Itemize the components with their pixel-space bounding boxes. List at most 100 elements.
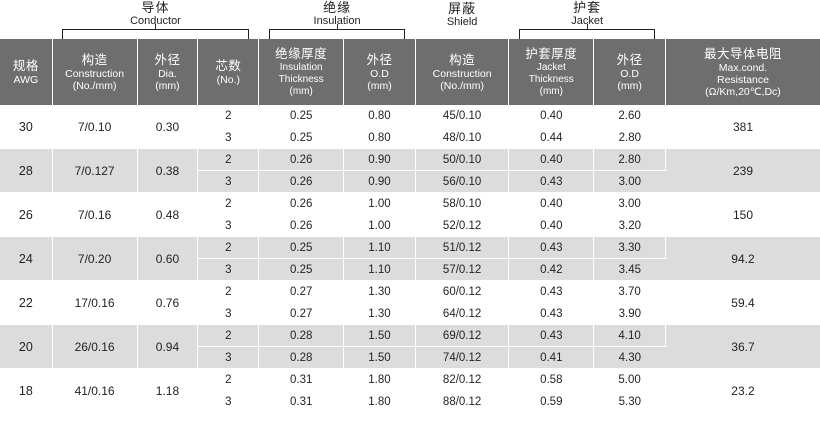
column-header-en: AWG xyxy=(13,73,39,86)
cell-insulation-od: 1.50 xyxy=(343,346,416,369)
column-header-unit: (mm) xyxy=(539,85,563,97)
cell-conductor-dia: 0.94 xyxy=(137,324,199,369)
cell-conductor-construction: 7/0.16 xyxy=(52,192,138,237)
cell-insulation-thickness: 0.27 xyxy=(258,280,345,303)
column-header-en: Insulation xyxy=(279,61,323,73)
cell-shield-construction: 82/0.12 xyxy=(415,368,510,391)
cell-awg: 18 xyxy=(0,368,53,413)
cell-jacket-thickness: 0.40 xyxy=(508,214,595,237)
cell-jacket-thickness: 0.43 xyxy=(508,280,595,303)
cell-cores: 3 xyxy=(197,346,260,369)
table-row: 26 7/0.16 0.48 2 0.26 1.00 58/0.10 0.40 3.00 150 xyxy=(0,192,820,237)
table-row: 3 0.25 1.10 57/0.12 0.42 3.45 xyxy=(0,258,820,281)
table-row: 3 0.31 1.80 88/0.12 0.59 5.30 xyxy=(0,390,820,413)
column-header-en: Dia. xyxy=(158,67,177,80)
group-bracket xyxy=(62,24,249,39)
column-header-insulation-thickness: 绝缘厚度 Insulation Thickness (mm) xyxy=(258,39,345,105)
column-header-unit: (mm) xyxy=(617,79,642,92)
cell-jacket-thickness: 0.44 xyxy=(508,126,595,149)
cell-max-resistance: 36.7 xyxy=(665,324,820,369)
cell-jacket-thickness: 0.43 xyxy=(508,302,595,325)
cell-max-resistance: 381 xyxy=(665,105,820,149)
cell-conductor-construction: 26/0.16 xyxy=(52,324,138,369)
cell-jacket-thickness: 0.58 xyxy=(508,368,595,391)
column-header-cn: 构造 xyxy=(81,52,108,67)
group-label-en: Conductor xyxy=(130,15,181,27)
cell-shield-construction: 57/0.12 xyxy=(415,258,510,281)
cell-max-resistance: 23.2 xyxy=(665,368,820,413)
cell-awg: 24 xyxy=(0,236,53,281)
table-row: 3 0.26 1.00 52/0.12 0.40 3.20 xyxy=(0,214,820,237)
cell-shield-construction: 64/0.12 xyxy=(415,302,510,325)
cell-cores: 3 xyxy=(197,214,260,237)
cell-max-resistance: 94.2 xyxy=(665,236,820,281)
cell-jacket-thickness: 0.41 xyxy=(508,346,595,369)
cell-cores: 2 xyxy=(197,105,260,127)
column-header-unit: (No.) xyxy=(216,73,240,86)
cell-awg: 26 xyxy=(0,192,53,237)
cell-jacket-thickness: 0.42 xyxy=(508,258,595,281)
cell-shield-construction: 58/0.10 xyxy=(415,192,510,215)
cell-jacket-thickness: 0.40 xyxy=(508,192,595,215)
column-header-unit: (mm) xyxy=(367,79,392,92)
column-header-cores: 芯数 (No.) xyxy=(197,39,260,105)
cell-conductor-construction: 7/0.127 xyxy=(52,148,138,193)
column-header-cn: 芯数 xyxy=(215,58,242,73)
column-header-jacket-od: 外径 O.D (mm) xyxy=(593,39,666,105)
cell-jacket-od: 3.90 xyxy=(593,302,666,325)
column-header-unit: (No./mm) xyxy=(72,79,117,92)
column-header-cn: 构造 xyxy=(449,52,476,67)
cell-insulation-thickness: 0.28 xyxy=(258,346,345,369)
cell-insulation-od: 1.30 xyxy=(343,302,416,325)
cell-insulation-thickness: 0.26 xyxy=(258,192,345,215)
column-header-conductor-construction: 构造 Construction (No./mm) xyxy=(52,39,138,105)
column-header-jacket-thickness: 护套厚度 Jacket Thickness (mm) xyxy=(508,39,595,105)
column-header-cn: 最大导体电阻 xyxy=(703,46,782,61)
table-row: 3 0.27 1.30 64/0.12 0.43 3.90 xyxy=(0,302,820,325)
cell-insulation-od: 1.00 xyxy=(343,192,416,215)
cell-jacket-od: 3.20 xyxy=(593,214,666,237)
cell-awg: 20 xyxy=(0,324,53,369)
cell-insulation-thickness: 0.25 xyxy=(258,236,345,259)
cell-jacket-thickness: 0.40 xyxy=(508,148,595,171)
table-row: 28 7/0.127 0.38 2 0.26 0.90 50/0.10 0.40 2.80 239 xyxy=(0,148,820,193)
cell-conductor-dia: 0.38 xyxy=(137,148,199,193)
table-row: 3 0.26 0.90 56/0.10 0.43 3.00 xyxy=(0,170,820,193)
cell-jacket-od: 2.60 xyxy=(593,105,666,127)
cell-awg: 30 xyxy=(0,105,53,149)
cell-insulation-od: 1.80 xyxy=(343,390,416,413)
table-row: 3 0.28 1.50 74/0.12 0.41 4.30 xyxy=(0,346,820,369)
cell-shield-construction: 51/0.12 xyxy=(415,236,510,259)
column-header-max-resistance: 最大导体电阻 Max.cond. Resistance (Ω/Km,20℃,Dc… xyxy=(665,39,820,105)
cable-specification-table: 导体 Conductor 绝缘 Insulation 屏蔽 Shield 护套 … xyxy=(0,0,820,413)
cell-insulation-thickness: 0.31 xyxy=(258,390,345,413)
cell-jacket-thickness: 0.40 xyxy=(508,105,595,127)
cell-insulation-thickness: 0.27 xyxy=(258,302,345,325)
column-header-cn: 外径 xyxy=(366,52,393,67)
cell-jacket-od: 3.45 xyxy=(593,258,666,281)
cell-shield-construction: 48/0.10 xyxy=(415,126,510,149)
cell-insulation-od: 1.80 xyxy=(343,368,416,391)
cell-jacket-thickness: 0.43 xyxy=(508,236,595,259)
cell-jacket-od: 3.70 xyxy=(593,280,666,303)
cell-cores: 2 xyxy=(197,368,260,391)
cell-awg: 28 xyxy=(0,148,53,193)
column-header-unit: (mm) xyxy=(289,85,313,97)
table-row: 22 17/0.16 0.76 2 0.27 1.30 60/0.12 0.43 3.70 59.… xyxy=(0,280,820,325)
table-row: 18 41/0.16 1.18 2 0.31 1.80 82/0.12 0.58 5.00 23.… xyxy=(0,368,820,413)
cell-jacket-od: 4.30 xyxy=(593,346,666,369)
group-header-insulation: 绝缘 Insulation xyxy=(258,0,416,39)
column-header-cn: 绝缘厚度 xyxy=(275,46,328,61)
cell-awg: 22 xyxy=(0,280,53,325)
cell-insulation-od: 1.10 xyxy=(343,236,416,259)
group-spacer-right xyxy=(665,0,820,39)
group-label-cn: 导体 xyxy=(141,0,170,15)
cell-jacket-od: 2.80 xyxy=(593,148,666,171)
cell-insulation-od: 0.90 xyxy=(343,148,416,171)
column-header-unit: (Ω/Km,20℃,Dc) xyxy=(705,85,781,98)
group-label-en: Insulation xyxy=(313,15,361,27)
column-header-cn: 外径 xyxy=(154,52,181,67)
cell-insulation-od: 1.00 xyxy=(343,214,416,237)
cell-jacket-thickness: 0.43 xyxy=(508,324,595,347)
cell-conductor-construction: 17/0.16 xyxy=(52,280,138,325)
